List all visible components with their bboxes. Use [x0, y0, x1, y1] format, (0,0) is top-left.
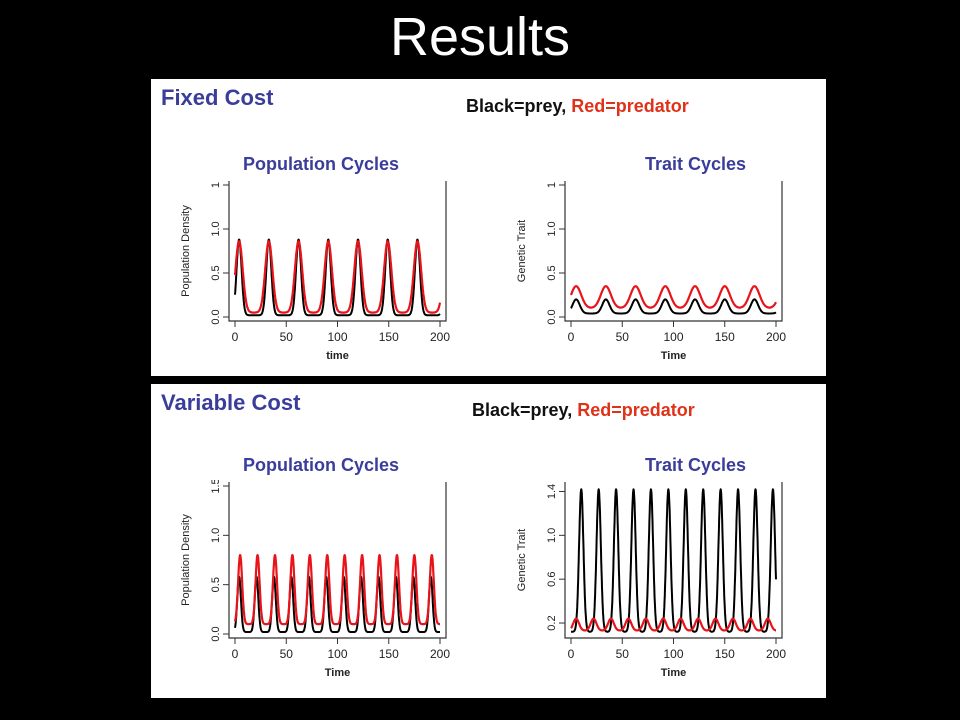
y-tick-label: 1.0: [210, 528, 222, 543]
color-legend: Black=prey, Red=predator: [466, 96, 689, 117]
y-tick-label: 0.2: [546, 615, 558, 630]
x-axis-label: Time: [661, 350, 686, 362]
fixed-cost-panel: Fixed Cost Black=prey, Red=predator Popu…: [151, 79, 826, 376]
x-tick-label: 50: [616, 330, 630, 344]
x-tick-label: 50: [280, 330, 294, 344]
prey-series-line: [570, 298, 777, 315]
x-tick-label: 50: [280, 647, 294, 661]
x-tick-label: 150: [715, 647, 735, 661]
y-tick-label: 0.5: [210, 577, 222, 592]
legend-prey: Black=prey,: [472, 400, 573, 420]
x-tick-label: 0: [232, 330, 239, 344]
y-tick-label: 1.0: [210, 221, 222, 236]
x-tick-label: 100: [327, 647, 347, 661]
color-legend: Black=prey, Red=predator: [472, 400, 695, 421]
y-axis-label: Population Density: [180, 205, 192, 297]
fixed-population-plot: 0.0 0.5 1.0 1 0 50 100 150 200 time Population Den…: [180, 181, 450, 362]
predator-series-line: [233, 240, 442, 314]
x-tick-label: 200: [766, 647, 786, 661]
y-tick-label: 1: [546, 182, 558, 188]
x-tick-label: 100: [663, 330, 683, 344]
legend-predator: Red=predator: [577, 400, 695, 420]
population-cycles-subtitle: Population Cycles: [243, 455, 400, 475]
trait-cycles-subtitle: Trait Cycles: [645, 455, 747, 475]
y-axis-label: Genetic Trait: [516, 529, 528, 591]
population-cycles-subtitle: Population Cycles: [243, 154, 400, 174]
x-axis-label: Time: [661, 667, 686, 679]
x-tick-label: 200: [430, 647, 450, 661]
panel-title: Variable Cost: [161, 390, 301, 415]
legend-predator: Red=predator: [571, 96, 689, 116]
prey-series-line: [234, 575, 441, 633]
y-tick-label: 0.5: [546, 265, 558, 280]
y-tick-label: 0.0: [210, 626, 222, 641]
variable-trait-plot: 0.2 0.6 1.0 1.4 0 50 100 150 200 Time Genetic Trai…: [516, 482, 786, 679]
trait-cycles-subtitle: Trait Cycles: [645, 154, 747, 174]
predator-series-line: [569, 285, 777, 309]
y-tick-label: 1.5: [210, 480, 222, 494]
x-tick-label: 200: [766, 330, 786, 344]
y-tick-label: 0.0: [210, 309, 222, 324]
x-tick-label: 150: [379, 647, 399, 661]
x-tick-label: 50: [616, 647, 630, 661]
x-axis-label: time: [326, 350, 349, 362]
y-tick-label: 1: [210, 182, 222, 188]
x-tick-label: 100: [327, 330, 347, 344]
variable-cost-panel: Variable Cost Black=prey, Red=predator P…: [151, 384, 826, 698]
prey-series-line: [570, 488, 777, 633]
panel-title: Fixed Cost: [161, 85, 274, 110]
y-tick-label: 0.0: [546, 309, 558, 324]
x-tick-label: 150: [379, 330, 399, 344]
x-tick-label: 0: [568, 330, 575, 344]
x-tick-label: 100: [663, 647, 683, 661]
y-tick-label: 1.0: [546, 221, 558, 236]
y-axis-label: Genetic Trait: [516, 220, 528, 282]
y-tick-label: 0.6: [546, 572, 558, 587]
predator-series-line: [570, 617, 777, 632]
variable-population-plot: 0.0 0.5 1.0 1.5 0 50 100 150 200 Time Population D…: [180, 480, 450, 679]
legend-prey: Black=prey,: [466, 96, 567, 116]
x-tick-label: 0: [568, 647, 575, 661]
y-axis-label: Population Density: [180, 514, 192, 606]
x-tick-label: 200: [430, 330, 450, 344]
y-tick-label: 0.5: [210, 265, 222, 280]
predator-series-line: [233, 553, 441, 626]
x-axis-label: Time: [325, 667, 350, 679]
y-tick-label: 1.4: [546, 484, 558, 499]
x-tick-label: 150: [715, 330, 735, 344]
x-tick-label: 0: [232, 647, 239, 661]
slide-title: Results: [389, 7, 571, 67]
y-tick-label: 1.0: [546, 528, 558, 543]
fixed-trait-plot: 0.0 0.5 1.0 1 0 50 100 150 200 Time Genetic Trait: [516, 181, 786, 362]
